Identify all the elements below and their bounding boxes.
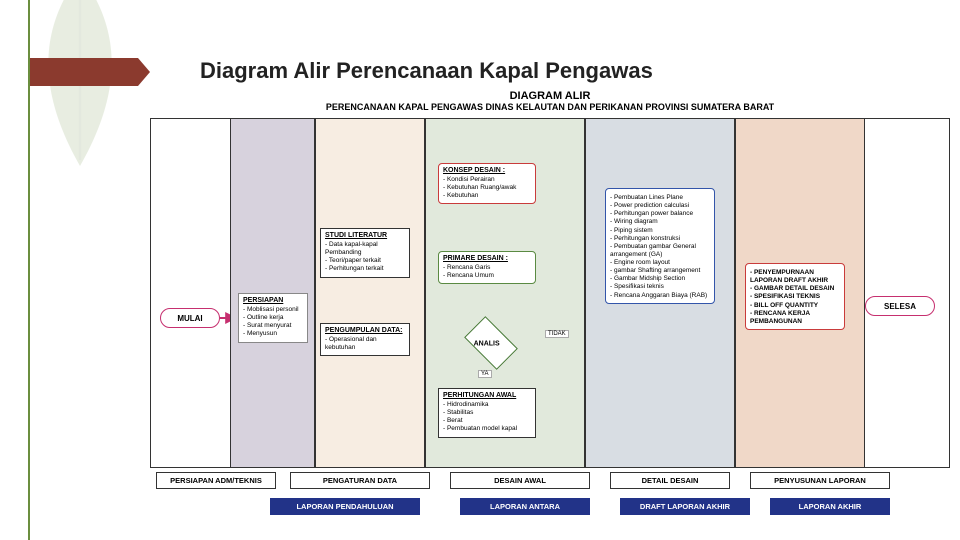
node-perhitungan: PERHITUNGAN AWAL- Hidrodinamika- Stabili… [438,388,536,438]
start-terminator: MULAI [160,308,220,328]
phase-label: DESAIN AWAL [450,472,590,489]
ribbon-icon [30,58,150,86]
phase-label: PENYUSUNAN LAPORAN [750,472,890,489]
node-laporan: - PENYEMPURNAAN LAPORAN DRAFT AKHIR- GAM… [745,263,845,330]
flowchart: DIAGRAM ALIR PERENCANAAN KAPAL PENGAWAS … [150,90,950,530]
node-persiapan: PERSIAPAN- Moblisasi personil- Outline k… [238,293,308,343]
phase-label: PENGATURAN DATA [290,472,430,489]
end-terminator: SELESA [865,296,935,316]
phase-label: PERSIAPAN ADM/TEKNIS [156,472,276,489]
flow-columns: MULAI SELESA PERSIAPAN- Moblisasi personil… [150,118,950,468]
report-row: LAPORAN PENDAHULUAN LAPORAN ANTARA DRAFT L… [150,498,950,520]
chart-subtitle: PERENCANAAN KAPAL PENGAWAS DINAS KELAUTA… [150,102,950,112]
phase-row: PERSIAPAN ADM/TEKNIS PENGATURAN DATA DESAI… [150,472,950,492]
node-primare: PRIMARE DESAIN :- Rencana Garis- Rencana… [438,251,536,284]
label-tidak: TIDAK [545,330,569,338]
node-konsep: KONSEP DESAIN :- Kondisi Perairan- Kebut… [438,163,536,204]
node-studi: STUDI LITERATUR- Data kapal-kapal Pemban… [320,228,410,278]
vertical-line [28,0,30,540]
label-ya: YA [478,370,492,378]
node-detail: - Pembuatan Lines Plane- Power predictio… [605,188,715,304]
chart-title: DIAGRAM ALIR [150,90,950,102]
report-label: LAPORAN ANTARA [460,498,590,515]
slide-title: Diagram Alir Perencanaan Kapal Pengawas [200,58,653,84]
slide-decoration [0,0,140,540]
report-label: LAPORAN PENDAHULUAN [270,498,420,515]
report-label: LAPORAN AKHIR [770,498,890,515]
phase-label: DETAIL DESAIN [610,472,730,489]
report-label: DRAFT LAPORAN AKHIR [620,498,750,515]
node-pengumpulan: PENGUMPULAN DATA:- Operasional dan kebut… [320,323,410,356]
